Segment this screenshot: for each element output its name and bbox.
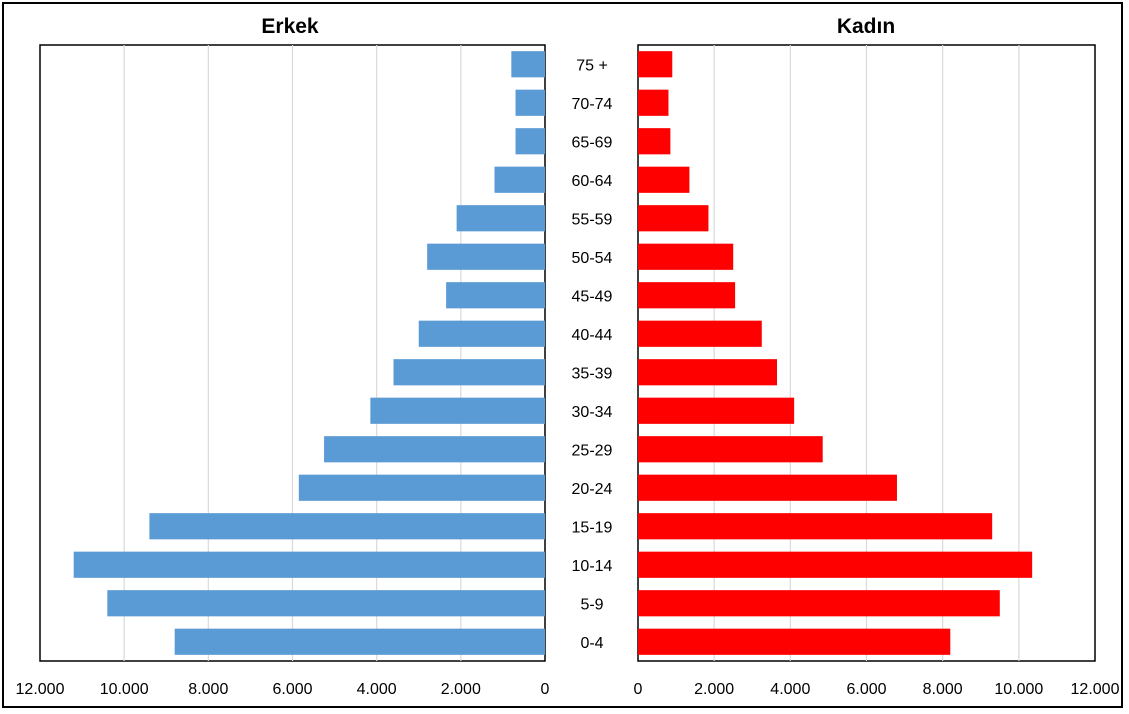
female-bar-70-74 bbox=[638, 89, 669, 116]
male-bars bbox=[73, 51, 546, 655]
age-group-label: 35-39 bbox=[572, 365, 613, 382]
male-bar-75 bbox=[511, 51, 545, 78]
age-group-label: 5-9 bbox=[580, 596, 603, 613]
male-x-tick-label: 2.000 bbox=[441, 681, 481, 698]
female-x-tick-label: 6.000 bbox=[846, 681, 886, 698]
male-bar-40-44 bbox=[418, 320, 545, 347]
age-group-label: 30-34 bbox=[572, 404, 613, 421]
male-bar-5-9 bbox=[107, 590, 545, 617]
male-bar-15-19 bbox=[149, 513, 545, 540]
female-bar-35-39 bbox=[638, 359, 778, 386]
male-x-tick-label: 6.000 bbox=[272, 681, 312, 698]
male-bar-60-64 bbox=[494, 166, 545, 193]
female-bar-30-34 bbox=[638, 397, 795, 424]
female-bar-20-24 bbox=[638, 474, 897, 501]
female-bar-45-49 bbox=[638, 282, 736, 309]
male-bar-50-54 bbox=[427, 243, 545, 270]
female-x-tick-label: 2.000 bbox=[694, 681, 734, 698]
male-bar-25-29 bbox=[324, 436, 545, 463]
female-bar-65-69 bbox=[638, 128, 671, 155]
female-bar-0-4 bbox=[638, 628, 951, 655]
male-panel: 0 2.000 4.000 6.000 8.000 10.000 12.000 Erkek bbox=[16, 15, 550, 698]
female-bar-60-64 bbox=[638, 166, 690, 193]
age-group-label: 65-69 bbox=[572, 134, 613, 151]
male-bar-55-59 bbox=[456, 205, 545, 232]
male-x-tick-label: 8.000 bbox=[188, 681, 228, 698]
age-group-label: 25-29 bbox=[572, 442, 613, 459]
female-bars bbox=[638, 51, 1033, 655]
female-panel: 0 2.000 4.000 6.000 8.000 10.000 12.000 Kadın bbox=[634, 15, 1120, 698]
female-x-tick-label: 8.000 bbox=[923, 681, 963, 698]
female-x-tick-label: 12.000 bbox=[1071, 681, 1120, 698]
female-bar-40-44 bbox=[638, 320, 762, 347]
female-bar-50-54 bbox=[638, 243, 734, 270]
male-x-tick-label: 12.000 bbox=[16, 681, 65, 698]
age-group-label: 70-74 bbox=[572, 96, 613, 113]
age-group-label: 45-49 bbox=[572, 288, 613, 305]
male-bar-35-39 bbox=[393, 359, 545, 386]
male-bar-30-34 bbox=[370, 397, 545, 424]
female-x-axis-ticks: 0 2.000 4.000 6.000 8.000 10.000 12.000 bbox=[634, 681, 1120, 698]
age-group-label: 10-14 bbox=[572, 558, 613, 575]
female-x-tick-label: 4.000 bbox=[770, 681, 810, 698]
male-bar-70-74 bbox=[515, 89, 545, 116]
age-group-label: 0-4 bbox=[580, 635, 603, 652]
female-bar-5-9 bbox=[638, 590, 1000, 617]
age-group-label: 15-19 bbox=[572, 519, 613, 536]
age-group-label: 50-54 bbox=[572, 250, 613, 267]
female-chart-title: Kadın bbox=[837, 15, 895, 38]
female-bar-25-29 bbox=[638, 436, 823, 463]
male-bar-45-49 bbox=[446, 282, 545, 309]
age-group-label: 60-64 bbox=[572, 173, 613, 190]
female-bar-75 bbox=[638, 51, 673, 78]
female-bar-55-59 bbox=[638, 205, 709, 232]
male-x-tick-label: 10.000 bbox=[100, 681, 149, 698]
male-x-axis-ticks: 0 2.000 4.000 6.000 8.000 10.000 12.000 bbox=[16, 681, 550, 698]
male-x-tick-label: 0 bbox=[541, 681, 550, 698]
age-group-label: 40-44 bbox=[572, 327, 613, 344]
female-bar-10-14 bbox=[638, 551, 1033, 578]
age-group-label: 75 + bbox=[576, 57, 608, 74]
male-bar-20-24 bbox=[298, 474, 545, 501]
female-x-tick-label: 10.000 bbox=[994, 681, 1043, 698]
male-bar-65-69 bbox=[515, 128, 545, 155]
male-bar-10-14 bbox=[73, 551, 546, 578]
male-x-tick-label: 4.000 bbox=[357, 681, 397, 698]
female-bar-15-19 bbox=[638, 513, 993, 540]
female-x-tick-label: 0 bbox=[634, 681, 643, 698]
age-group-label: 20-24 bbox=[572, 481, 613, 498]
male-chart-title: Erkek bbox=[261, 15, 319, 38]
male-bar-0-4 bbox=[174, 628, 545, 655]
age-group-labels: 0-4 5-9 10-14 15-19 20-24 25-29 30-34 35-39 40-4… bbox=[572, 57, 613, 652]
age-group-label: 55-59 bbox=[572, 211, 613, 228]
